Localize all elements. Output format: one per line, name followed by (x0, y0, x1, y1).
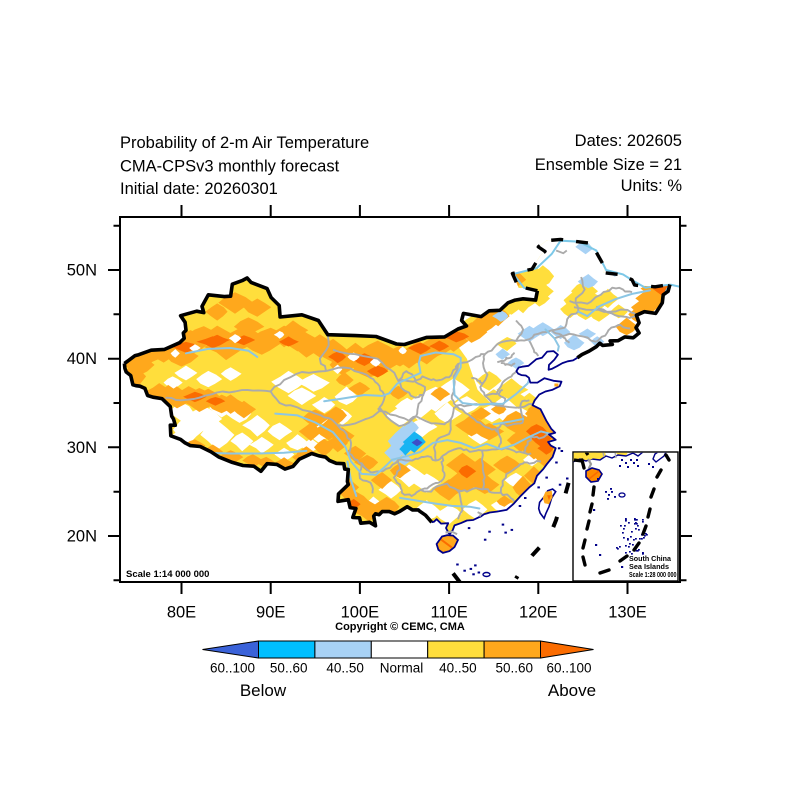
svg-text:CMA-CPSv3 monthly forecast: CMA-CPSv3 monthly forecast (120, 158, 340, 176)
svg-text:Below: Below (240, 681, 287, 700)
svg-text:60..100: 60..100 (546, 661, 591, 676)
svg-text:30N: 30N (67, 439, 97, 457)
svg-text:South China: South China (629, 554, 672, 563)
svg-text:110E: 110E (430, 604, 467, 622)
svg-text:90E: 90E (256, 604, 285, 622)
svg-text:Dates: 202605: Dates: 202605 (575, 132, 682, 150)
svg-text:130E: 130E (608, 604, 647, 622)
svg-text:40..50: 40..50 (326, 661, 364, 676)
svg-text:Scale 1:14 000 000: Scale 1:14 000 000 (126, 569, 209, 580)
svg-text:Initial date: 20260301: Initial date: 20260301 (120, 180, 278, 198)
svg-text:60..100: 60..100 (210, 661, 255, 676)
svg-text:Ensemble Size = 21: Ensemble Size = 21 (535, 156, 682, 174)
svg-text:Normal: Normal (380, 661, 424, 676)
svg-text:80E: 80E (167, 604, 196, 622)
svg-text:Sea Islands: Sea Islands (629, 562, 669, 571)
svg-text:Units: %: Units: % (621, 177, 683, 195)
svg-text:50..60: 50..60 (270, 661, 308, 676)
svg-text:Scale 1:28 000 000: Scale 1:28 000 000 (629, 570, 677, 579)
svg-text:Above: Above (548, 681, 596, 700)
svg-text:50N: 50N (67, 262, 97, 280)
svg-text:40..50: 40..50 (439, 661, 477, 676)
svg-text:100E: 100E (341, 604, 380, 622)
svg-text:120E: 120E (519, 604, 558, 622)
svg-text:Probability of 2-m Air Tempera: Probability of 2-m Air Temperature (120, 134, 369, 152)
svg-text:40N: 40N (67, 350, 97, 368)
svg-text:20N: 20N (67, 528, 97, 546)
svg-text:Copyright © CEMC, CMA: Copyright © CEMC, CMA (335, 621, 465, 633)
svg-text:50..60: 50..60 (496, 661, 534, 676)
